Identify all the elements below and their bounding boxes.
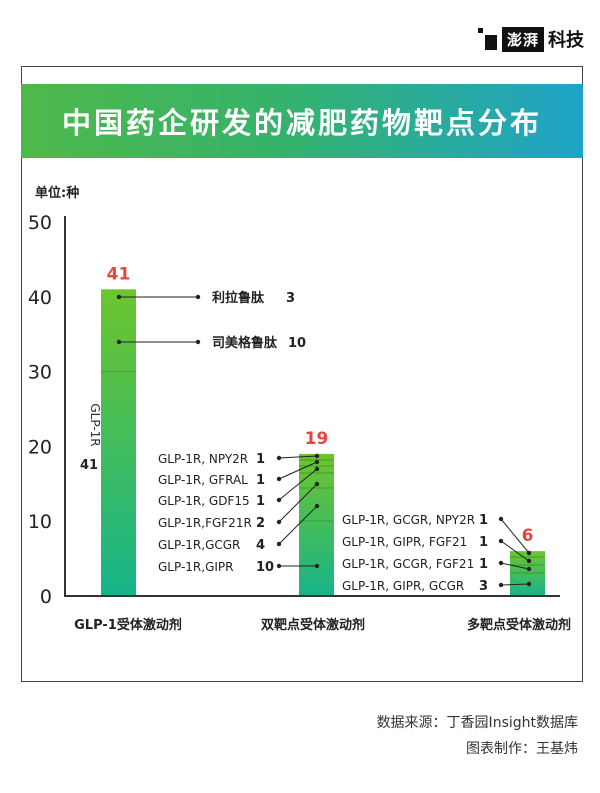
y-tick-label: 0 [40,586,52,608]
bar-value-label: 6 [522,526,534,546]
leader-dot [498,582,504,588]
breakdown-value: 1 [256,452,265,467]
breakdown-label: 司美格鲁肽 [212,335,278,351]
leader-dot [526,550,532,556]
category-label: 双靶点受体激动剂 [261,617,365,633]
leader-dot [276,519,282,525]
leader-dot [116,339,122,345]
leader-dot [276,497,282,503]
leader-dot [498,560,504,566]
breakdown-label: GLP-1R, NPY2R [158,452,248,466]
y-tick-label: 50 [28,212,52,234]
bar-value-label: 41 [107,264,131,284]
breakdown-value: 1 [479,535,488,550]
leader-dot [276,476,282,482]
leader-dot [526,581,532,587]
bar [510,551,545,596]
leader-line [278,455,318,459]
chart-panel [21,66,583,682]
breakdown-value: 10 [256,560,274,575]
breakdown-label: GLP-1R,GCGR [158,538,240,552]
bar [299,453,334,596]
leader-dot [314,466,320,472]
leader-dot [314,459,320,465]
breakdown-label: GLP-1R,FGF21R [158,516,252,530]
y-tick-label: 10 [28,511,52,533]
leader-dot [195,339,201,345]
chart-title: 中国药企研发的减肥药物靶点分布 [61,106,542,140]
category-label: GLP-1受体激动剂 [74,617,182,633]
breakdown-label: GLP-1R, GCGR, NPY2R [342,513,475,527]
leader-dot [314,453,320,459]
logo-mark-icon [477,28,498,50]
breakdown-value: 3 [286,291,295,306]
breakdown-label: GLP-1R, GCGR, FGF21 [342,557,474,571]
breakdown-value: 1 [256,473,265,488]
leader-line [278,505,318,545]
leader-dot [526,566,532,572]
leader-line [500,518,530,554]
bar-value-label: 19 [305,429,329,449]
leader-line [278,468,318,501]
leader-dot [276,541,282,547]
breakdown-value: 4 [256,538,265,553]
breakdown-value: 1 [479,513,488,528]
leader-dot [314,563,320,569]
leader-line [500,583,530,586]
logo: 澎湃 科技 [477,26,584,52]
leader-dot [276,563,282,569]
breakdown-value: 1 [256,494,265,509]
vertical-label: GLP-1R [88,403,102,446]
leader-line [500,540,530,562]
leader-line [500,562,530,570]
breakdown-label: GLP-1R, GDF15 [158,494,250,508]
category-label: 多靶点受体激动剂 [467,617,571,633]
breakdown-label: GLP-1R,GIPR [158,560,234,574]
leader-line [278,483,318,523]
breakdown-label: 利拉鲁肽 [212,290,265,306]
breakdown-value: 1 [479,557,488,572]
unit-label: 单位:种 [35,185,79,201]
vertical-value: 41 [80,458,98,473]
data-source: 数据来源：丁香园Insight数据库 [376,715,578,731]
leader-line [278,461,318,480]
breakdown-label: GLP-1R, GIPR, FGF21 [342,535,467,549]
breakdown-label: GLP-1R, GIPR, GCGR [342,579,464,593]
leader-dot [526,558,532,564]
leader-dot [498,538,504,544]
breakdown-value: 2 [256,516,265,531]
leader-dot [498,516,504,522]
y-tick-label: 40 [28,287,52,309]
chart-credit: 图表制作：王基炜 [466,741,578,757]
title-banner: 中国药企研发的减肥药物靶点分布 [21,84,583,158]
breakdown-value: 10 [288,336,306,351]
leader-dot [116,294,122,300]
leader-dot [314,503,320,509]
breakdown-label: GLP-1R, GFRAL [158,473,248,487]
breakdown-value: 3 [479,579,488,594]
leader-dot [195,294,201,300]
bar [101,289,136,596]
logo-brand: 澎湃 [501,26,544,52]
logo-section: 科技 [548,30,584,51]
leader-dot [276,455,282,461]
y-tick-label: 30 [28,362,52,384]
leader-dot [314,481,320,487]
y-tick-label: 20 [28,436,52,458]
